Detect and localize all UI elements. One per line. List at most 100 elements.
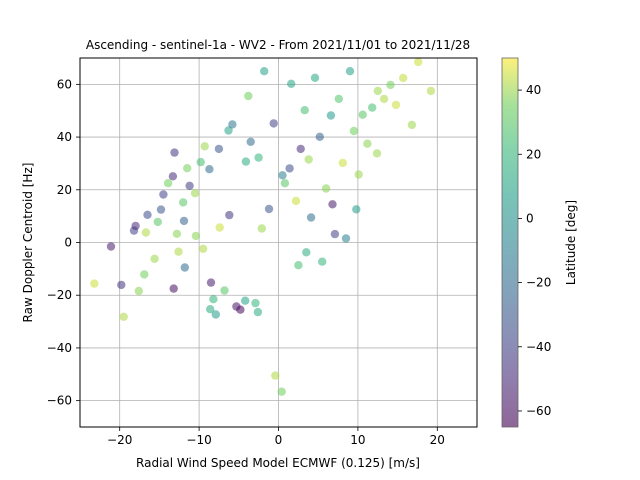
scatter-point: [140, 270, 149, 279]
scatter-point: [414, 58, 423, 67]
scatter-point: [345, 67, 355, 76]
scatter-point: [141, 228, 151, 237]
scatter-point: [174, 247, 183, 256]
y-tick-label: 20: [57, 183, 72, 197]
scatter-point: [119, 312, 128, 321]
scatter-point: [373, 86, 382, 96]
scatter-point: [156, 205, 166, 214]
colorbar-ticks: −60 −40 −20 0 20 40: [518, 83, 551, 418]
colorbar-tick-label: 20: [526, 147, 541, 161]
scatter-point: [300, 106, 309, 115]
scatter-point: [150, 254, 159, 263]
scatter-point: [244, 91, 253, 101]
scatter-point: [170, 148, 179, 157]
scatter-point: [206, 278, 216, 287]
scatter-point: [225, 210, 234, 220]
scatter-point: [251, 298, 260, 308]
scatter-point: [253, 307, 263, 317]
grid-lines: [80, 58, 477, 427]
y-tick-label: −60: [47, 394, 72, 408]
scatter-point: [185, 181, 194, 190]
scatter-point: [90, 279, 99, 288]
scatter-point: [285, 164, 294, 173]
y-axis-ticks: −60 −40 −20 0 20 40 60: [47, 77, 80, 408]
scatter-point: [334, 94, 343, 104]
y-tick-label: 40: [57, 130, 72, 144]
colorbar: [501, 57, 519, 428]
scatter-point: [228, 120, 237, 129]
scatter-point: [310, 73, 320, 83]
scatter-point: [153, 217, 162, 227]
y-tick-label: 0: [64, 236, 72, 250]
scatter-point: [241, 157, 251, 166]
scatter-point: [198, 244, 208, 253]
chart-title: Ascending - sentinel-1a - WV2 - From 202…: [86, 38, 470, 52]
y-tick-label: −40: [47, 341, 72, 355]
scatter-point: [269, 119, 278, 128]
scatter-point: [368, 103, 377, 112]
scatter-point: [200, 142, 209, 151]
scatter-point: [302, 248, 311, 257]
x-tick-label: 20: [430, 433, 445, 447]
scatter-point: [379, 94, 389, 104]
scatter-point: [134, 286, 143, 296]
scatter-point: [172, 229, 182, 238]
data-points: [90, 58, 436, 396]
scatter-point: [391, 100, 401, 110]
scatter-point: [214, 144, 224, 154]
scatter-point: [260, 67, 269, 76]
scatter-point: [349, 126, 359, 136]
scatter-point: [296, 144, 305, 154]
scatter-point: [117, 280, 126, 290]
scatter-point: [191, 231, 201, 241]
scatter-point: [180, 263, 189, 272]
colorbar-tick-label: 0: [526, 211, 534, 225]
colorbar-tick-label: −20: [526, 276, 551, 290]
scatter-point: [209, 295, 218, 304]
scatter-point: [328, 200, 337, 209]
scatter-point: [205, 165, 214, 174]
scatter-point: [179, 198, 188, 207]
scatter-point: [220, 286, 229, 295]
scatter-point: [321, 184, 331, 193]
scatter-point: [224, 126, 233, 135]
scatter-point: [241, 296, 250, 305]
scatter-point: [206, 305, 215, 314]
scatter-point: [330, 229, 340, 239]
scatter-point: [168, 172, 178, 181]
scatter-point: [211, 310, 220, 319]
scatter-point: [358, 110, 367, 119]
scatter-point: [236, 305, 245, 314]
scatter-point: [363, 139, 372, 148]
x-tick-label: −10: [186, 433, 211, 447]
scatter-point: [354, 170, 363, 179]
scatter-point: [179, 216, 189, 226]
scatter-point: [407, 120, 417, 130]
scatter-point: [341, 234, 351, 243]
scatter-point: [386, 80, 395, 90]
scatter-point: [257, 224, 266, 233]
scatter-point: [426, 86, 436, 96]
colorbar-label: Latitude [deg]: [564, 200, 578, 285]
x-axis-ticks: −20 −10 0 10 20: [107, 427, 445, 447]
y-tick-label: 60: [57, 77, 72, 91]
y-tick-label: −20: [47, 288, 72, 302]
scatter-point: [131, 221, 140, 231]
scatter-point: [326, 111, 336, 120]
scatter-point: [143, 210, 152, 219]
scatter-point: [372, 149, 382, 158]
scatter-point: [183, 164, 192, 173]
scatter-point: [169, 284, 178, 293]
scatter-point: [163, 179, 173, 188]
scatter-point: [254, 153, 263, 162]
x-tick-label: 10: [350, 433, 365, 447]
x-tick-label: 0: [275, 433, 283, 447]
scatter-point: [190, 189, 200, 198]
scatter-point: [352, 205, 361, 214]
scatter-point: [246, 137, 255, 146]
scatter-point: [287, 79, 296, 89]
colorbar-tick-label: −40: [526, 340, 551, 354]
scatter-point: [294, 261, 303, 270]
scatter-point: [399, 73, 408, 83]
